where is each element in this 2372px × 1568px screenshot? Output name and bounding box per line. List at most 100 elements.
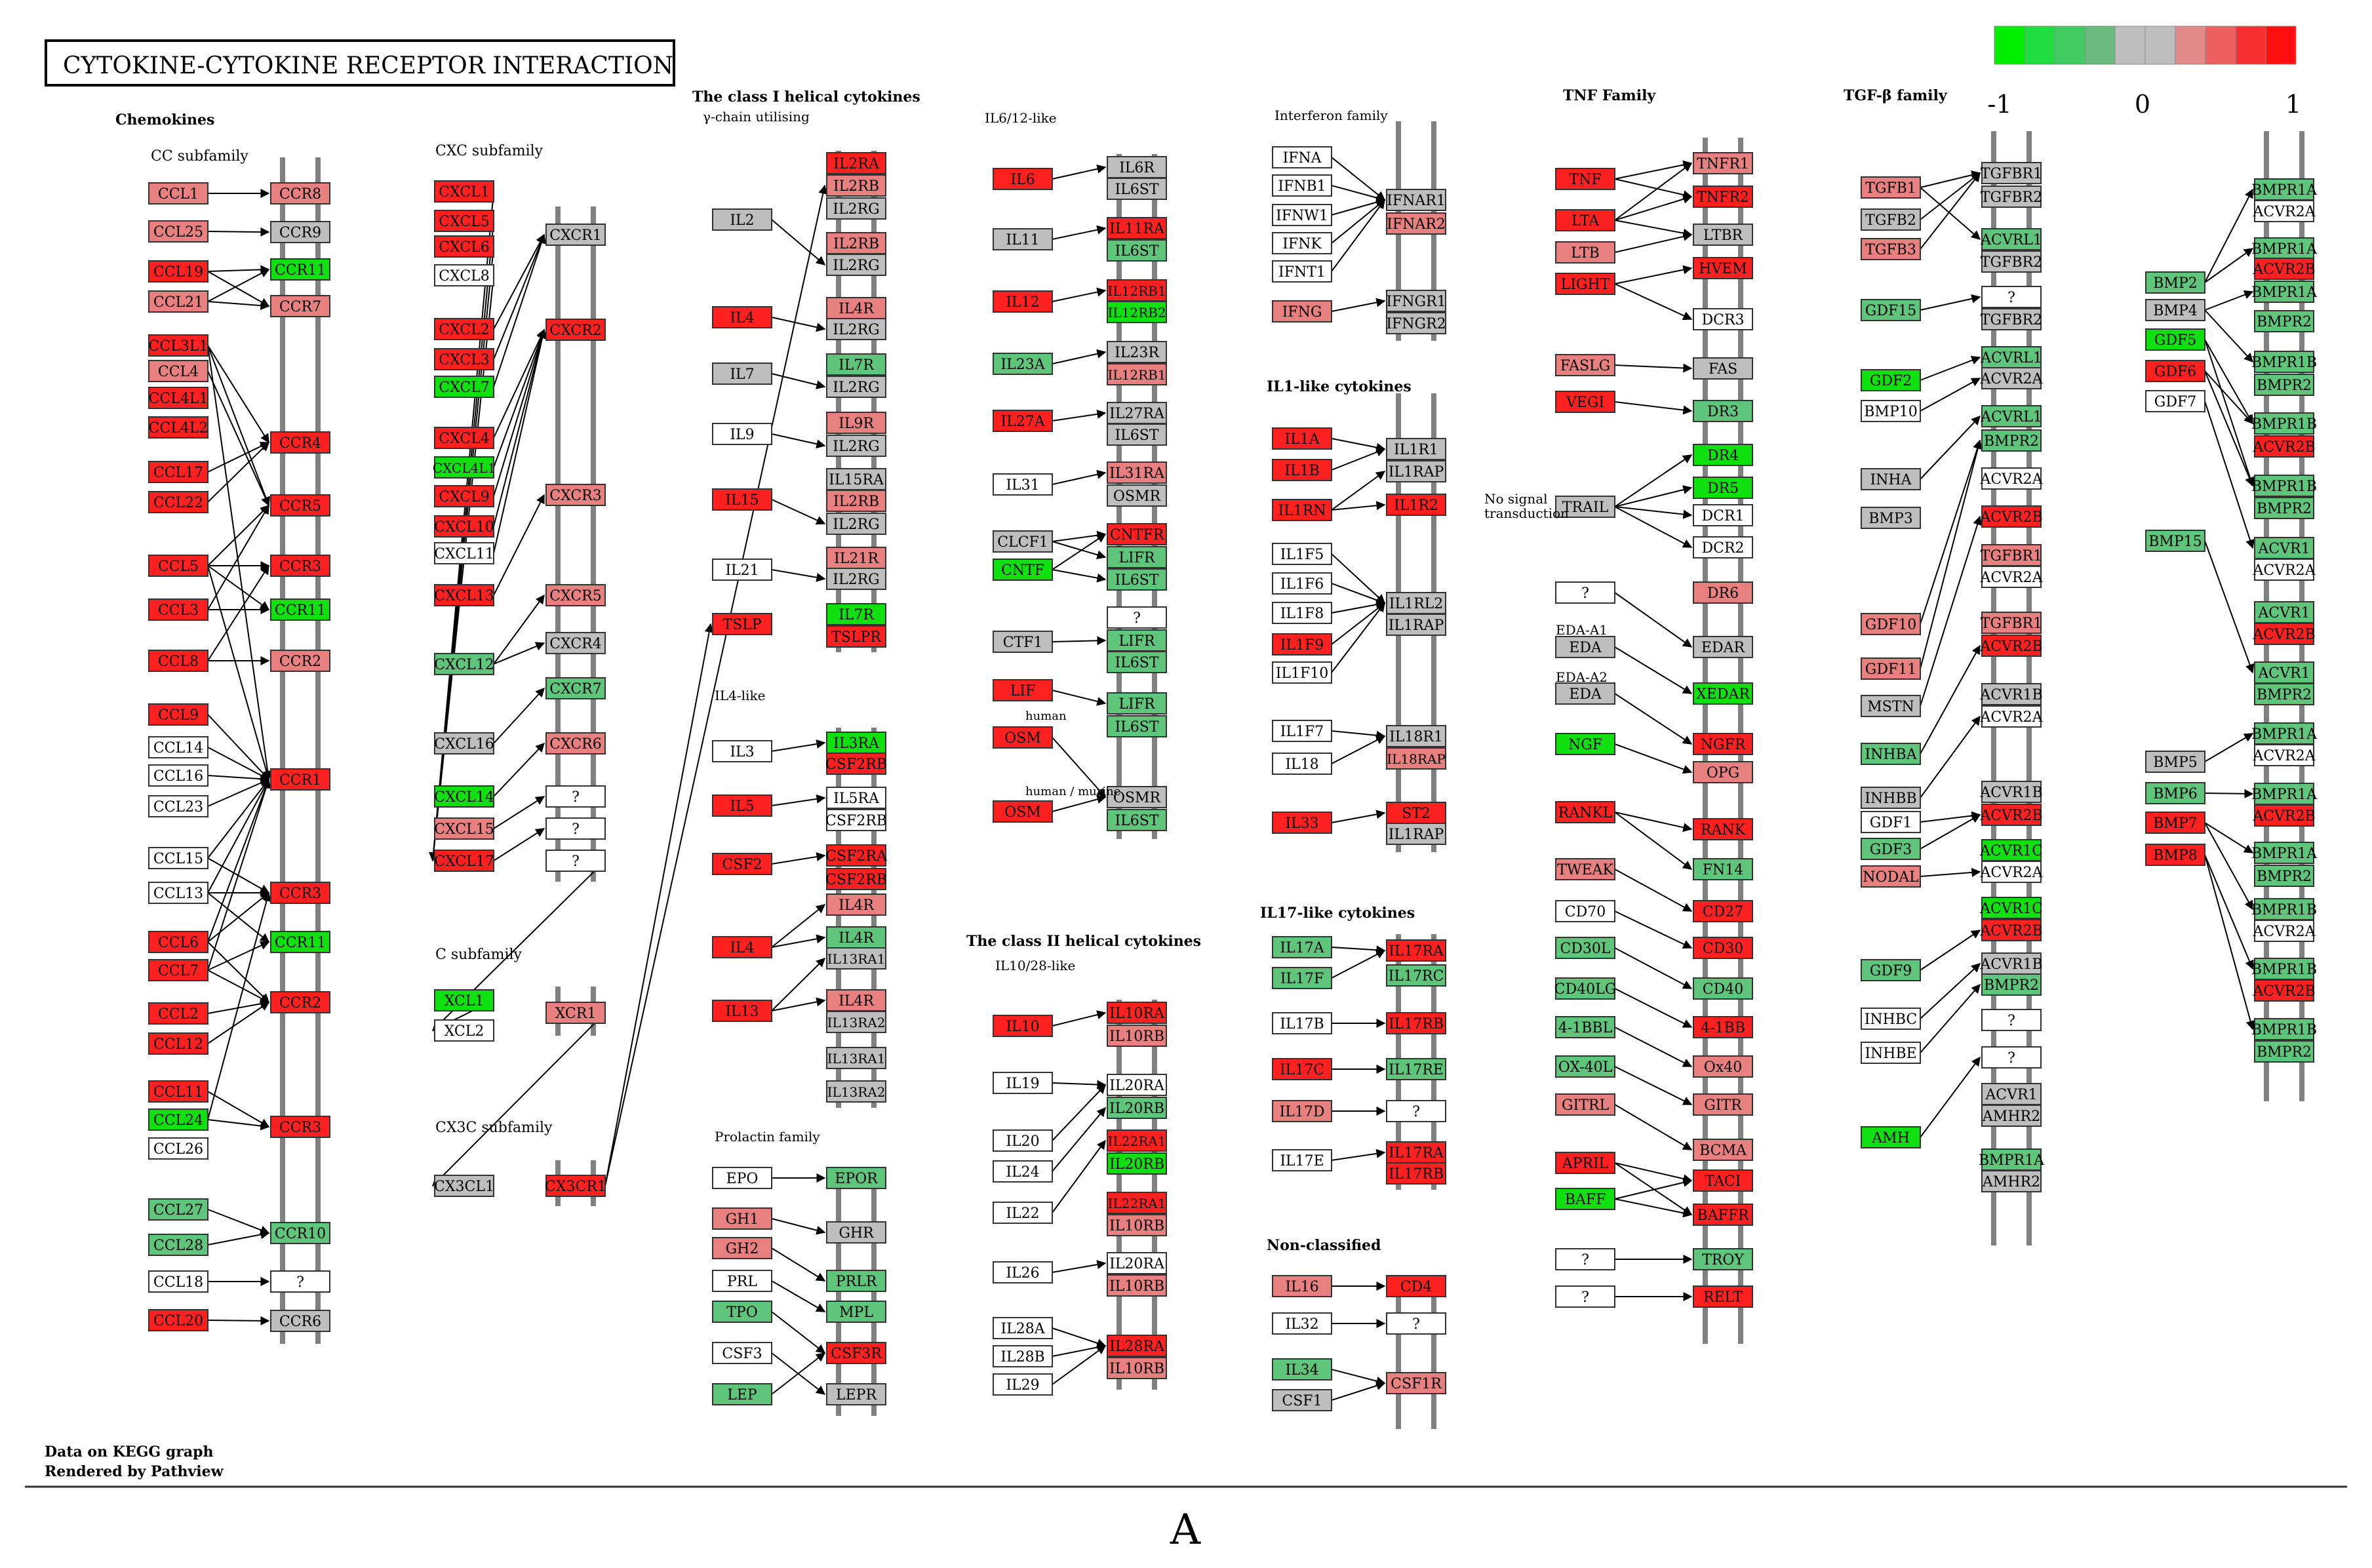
gene-node[interactable]: LTB [1555,241,1615,264]
gene-node[interactable]: CXCR1 [545,224,606,246]
gene-node[interactable]: BMPR1A [2251,237,2318,260]
gene-node[interactable]: IL1F6 [1272,572,1332,595]
gene-node[interactable]: CXCL8 [434,264,494,286]
gene-node[interactable]: OX-40L [1555,1055,1615,1078]
gene-node[interactable]: CCL27 [148,1198,208,1221]
gene-node[interactable]: GDF1 [1861,811,1921,833]
gene-node[interactable]: DCR3 [1693,308,1753,330]
gene-node[interactable]: ACVR2B [1979,919,2043,941]
gene-node[interactable]: IL2RG [826,197,886,220]
gene-node[interactable]: CCR11 [270,258,330,281]
gene-node[interactable]: IL17E [1272,1149,1332,1171]
gene-node[interactable]: IL1RL2 [1386,592,1446,614]
gene-node[interactable]: CX3CR1 [545,1175,606,1197]
gene-node[interactable]: CCL23 [148,795,208,817]
gene-node[interactable]: TGFBR1 [1981,612,2042,634]
gene-node[interactable]: IL6ST [1107,809,1167,831]
gene-node[interactable]: IL12 [993,290,1053,313]
gene-node[interactable]: XEDAR [1693,682,1753,705]
gene-node[interactable]: APRIL [1555,1152,1615,1174]
gene-node[interactable]: IL7R [826,353,886,376]
gene-node[interactable]: CCL4L1 [148,387,208,409]
gene-node[interactable]: TGFB2 [1861,208,1921,231]
gene-node[interactable]: BMPR2 [2254,865,2314,887]
gene-node[interactable]: IL12RB1 [1107,363,1167,385]
gene-node[interactable]: CXCL10 [434,515,494,538]
gene-node[interactable]: IL13RA1 [826,947,886,970]
gene-node[interactable]: IL17F [1272,967,1332,989]
gene-node[interactable]: BMPR2 [2254,1040,2314,1063]
gene-node[interactable]: GDF2 [1861,369,1921,391]
gene-node[interactable]: TROY [1693,1248,1753,1270]
gene-node[interactable]: BMPR1B [2251,898,2317,920]
gene-node[interactable]: IL27A [993,410,1053,432]
gene-node[interactable]: CD70 [1555,900,1615,922]
gene-node[interactable]: IL28B [993,1345,1053,1367]
gene-node[interactable]: LIFR [1107,692,1167,715]
gene-node[interactable]: CSF2RB [825,753,887,775]
gene-node[interactable]: RELT [1693,1285,1753,1308]
gene-node[interactable]: IL10RB [1107,1025,1167,1047]
gene-node[interactable]: CXCL15 [434,817,494,840]
gene-node[interactable]: CCL26 [148,1137,208,1160]
gene-node[interactable]: CCL19 [148,260,208,283]
gene-node[interactable]: MSTN [1861,695,1921,717]
gene-node[interactable]: IL15RA [826,468,886,490]
gene-node[interactable]: CCL6 [148,931,208,953]
gene-node[interactable]: PRLR [826,1270,886,1292]
gene-node[interactable]: IL7R [826,603,886,625]
gene-node[interactable]: CCR1 [270,768,330,791]
gene-node[interactable]: IL29 [993,1373,1053,1396]
gene-node[interactable]: ACVR2A [1979,467,2044,490]
gene-node[interactable]: BMPR2 [2254,497,2314,519]
gene-node[interactable]: DR4 [1693,444,1753,466]
gene-node[interactable]: BAFFR [1693,1204,1753,1226]
gene-node[interactable]: CXCR7 [545,677,606,699]
gene-node[interactable]: IL18R1 [1386,725,1446,747]
gene-node[interactable]: AMH [1861,1126,1921,1148]
gene-node[interactable]: TNFR1 [1693,152,1753,174]
gene-node[interactable]: IL6 [993,168,1053,190]
gene-node[interactable]: ACVR1 [2254,661,2314,684]
gene-node[interactable]: IFNA [1272,146,1332,168]
gene-node[interactable]: CCL28 [148,1234,208,1256]
gene-node[interactable]: ST2 [1386,802,1446,824]
gene-node[interactable]: ? [1981,286,2042,308]
gene-node[interactable]: ACVR1B [1979,781,2043,803]
gene-node[interactable]: CCL11 [148,1080,208,1103]
gene-node[interactable]: IL1F7 [1272,720,1332,742]
gene-node[interactable]: IL22 [993,1202,1053,1224]
gene-node[interactable]: IL10RB [1107,1274,1167,1297]
gene-node[interactable]: GHR [826,1221,886,1244]
gene-node[interactable]: IL5 [712,794,772,817]
gene-node[interactable]: DR3 [1693,400,1753,422]
gene-node[interactable]: ? [1981,1046,2042,1068]
gene-node[interactable]: NGFR [1693,733,1753,755]
gene-node[interactable]: IL23R [1107,341,1167,363]
gene-node[interactable]: IL17RA [1386,1141,1446,1164]
gene-node[interactable]: ? [1386,1312,1446,1335]
gene-node[interactable]: LTA [1555,209,1615,231]
gene-node[interactable]: CCL17 [148,461,208,483]
gene-node[interactable]: IL17A [1272,936,1332,958]
gene-node[interactable]: DCR1 [1693,504,1753,526]
gene-node[interactable]: BMPR1A [1979,1148,2045,1171]
gene-node[interactable]: CXCL3 [434,348,494,370]
gene-node[interactable]: INHBB [1861,787,1921,809]
gene-node[interactable]: BMP7 [2145,812,2205,834]
gene-node[interactable]: BMPR1A [2251,722,2318,745]
gene-node[interactable]: IL1RAP [1386,823,1446,845]
gene-node[interactable]: CCL9 [148,703,208,726]
gene-node[interactable]: NODAL [1861,865,1921,888]
gene-node[interactable]: CD30 [1693,937,1753,959]
gene-node[interactable]: IL24 [993,1160,1053,1183]
gene-node[interactable]: CCL20 [148,1309,208,1331]
gene-node[interactable]: BMPR2 [2254,683,2314,705]
gene-node[interactable]: IFNW1 [1272,204,1332,226]
gene-node[interactable]: CCR5 [270,494,330,517]
gene-node[interactable]: CCR11 [270,931,330,953]
gene-node[interactable]: CXCL5 [434,210,494,232]
gene-node[interactable]: CXCL16 [434,732,494,755]
gene-node[interactable]: GDF7 [2145,390,2205,412]
gene-node[interactable]: BMP6 [2145,782,2205,804]
